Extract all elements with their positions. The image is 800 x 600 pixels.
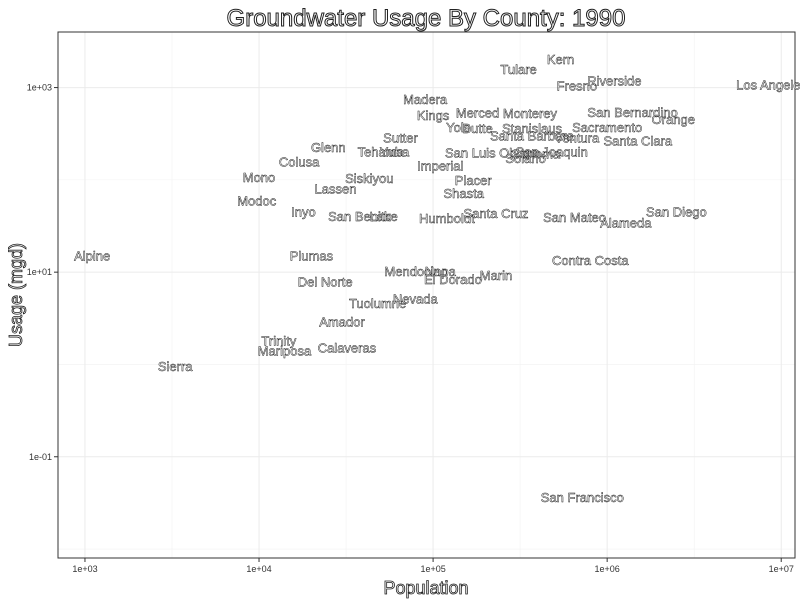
point-label: San Diego bbox=[646, 204, 707, 219]
x-axis-title: Population bbox=[383, 578, 468, 598]
point-label: Yolo bbox=[446, 120, 471, 135]
point-label: Siskiyou bbox=[345, 171, 393, 186]
point-label: Monterey bbox=[503, 106, 558, 121]
point-label: Amador bbox=[319, 314, 365, 329]
point-label: Mendocino bbox=[384, 264, 448, 279]
point-label: San Luis Obispo bbox=[445, 146, 540, 161]
x-tick-label: 1e+04 bbox=[246, 564, 271, 574]
point-label: Solano bbox=[505, 151, 545, 166]
point-label: Del Norte bbox=[298, 275, 353, 290]
chart-title: Groundwater Usage By County: 1990 bbox=[227, 5, 626, 32]
point-label: Glenn bbox=[311, 140, 346, 155]
x-tick-label: 1e+07 bbox=[769, 564, 794, 574]
point-label: Calaveras bbox=[318, 341, 377, 356]
point-label: Lassen bbox=[315, 181, 357, 196]
point-label: Santa Cruz bbox=[464, 206, 529, 221]
point-label: San Benito bbox=[328, 209, 392, 224]
point-label: Mariposa bbox=[258, 343, 312, 358]
point-label: Napa bbox=[425, 264, 457, 279]
point-label: Madera bbox=[403, 92, 448, 107]
point-label: Riverside bbox=[587, 73, 641, 88]
y-tick-label: 1e+01 bbox=[27, 267, 52, 277]
x-tick-label: 1e+05 bbox=[420, 564, 445, 574]
y-tick-label: 1e+03 bbox=[27, 83, 52, 93]
point-label: Plumas bbox=[290, 248, 334, 263]
point-label: Kern bbox=[547, 52, 574, 67]
point-label: Shasta bbox=[443, 186, 484, 201]
point-label: San Joaquin bbox=[516, 145, 588, 160]
x-axis: 1e+03 1e+04 1e+05 1e+06 1e+07 bbox=[72, 558, 794, 574]
point-label: Santa Barbara bbox=[490, 128, 575, 143]
grid-lines bbox=[58, 32, 795, 558]
x-tick-label: 1e+06 bbox=[595, 564, 620, 574]
point-label: Kings bbox=[417, 108, 450, 123]
point-label: Alpine bbox=[74, 248, 110, 263]
plot-panel bbox=[58, 32, 795, 558]
point-label: Los Angeles bbox=[736, 77, 800, 92]
point-label: Sacramento bbox=[572, 120, 642, 135]
point-label: Colusa bbox=[279, 154, 320, 169]
y-tick-label: 1e-01 bbox=[29, 452, 52, 462]
point-label: Ventura bbox=[554, 130, 600, 145]
point-label: Butte bbox=[462, 121, 492, 136]
y-axis-title: Usage (mgd) bbox=[6, 243, 26, 347]
point-label: Sonoma bbox=[512, 147, 561, 162]
point-label: Trinity bbox=[261, 333, 296, 348]
point-label: Tulare bbox=[500, 62, 536, 77]
point-label: Marin bbox=[480, 268, 513, 283]
point-label: Tuolumne bbox=[349, 296, 406, 311]
point-label: Lake bbox=[370, 209, 398, 224]
point-label: Nevada bbox=[393, 292, 439, 307]
point-label: San Bernardino bbox=[587, 105, 677, 120]
point-label: Stanislaus bbox=[502, 121, 562, 136]
point-label: Fresno bbox=[557, 78, 597, 93]
plot-border bbox=[57, 31, 796, 559]
point-label: San Mateo bbox=[543, 210, 606, 225]
point-label: Sutter bbox=[383, 131, 418, 146]
point-label: Inyo bbox=[291, 204, 316, 219]
point-label: Yuba bbox=[380, 145, 410, 160]
point-label: El Dorado bbox=[424, 272, 482, 287]
point-label: Santa Clara bbox=[603, 133, 672, 148]
point-label: Tehama bbox=[358, 145, 405, 160]
point-labels: Alpine Sierra Modoc Mono Inyo Colusa Lassen Gle… bbox=[74, 52, 800, 506]
point-label: Orange bbox=[652, 112, 695, 127]
point-label: Sierra bbox=[158, 359, 193, 374]
point-label: Alameda bbox=[600, 216, 652, 231]
point-label: Mono bbox=[243, 170, 276, 185]
x-tick-label: 1e+03 bbox=[72, 564, 97, 574]
point-label: Humboldt bbox=[419, 211, 475, 226]
y-axis: 1e-01 1e+01 1e+03 bbox=[27, 83, 58, 462]
point-label: Modoc bbox=[237, 194, 277, 209]
point-label: Imperial bbox=[417, 159, 463, 174]
point-label: Placer bbox=[455, 173, 493, 188]
point-label: Contra Costa bbox=[552, 253, 629, 268]
point-label: San Francisco bbox=[541, 490, 624, 505]
point-label: Merced bbox=[456, 106, 499, 121]
